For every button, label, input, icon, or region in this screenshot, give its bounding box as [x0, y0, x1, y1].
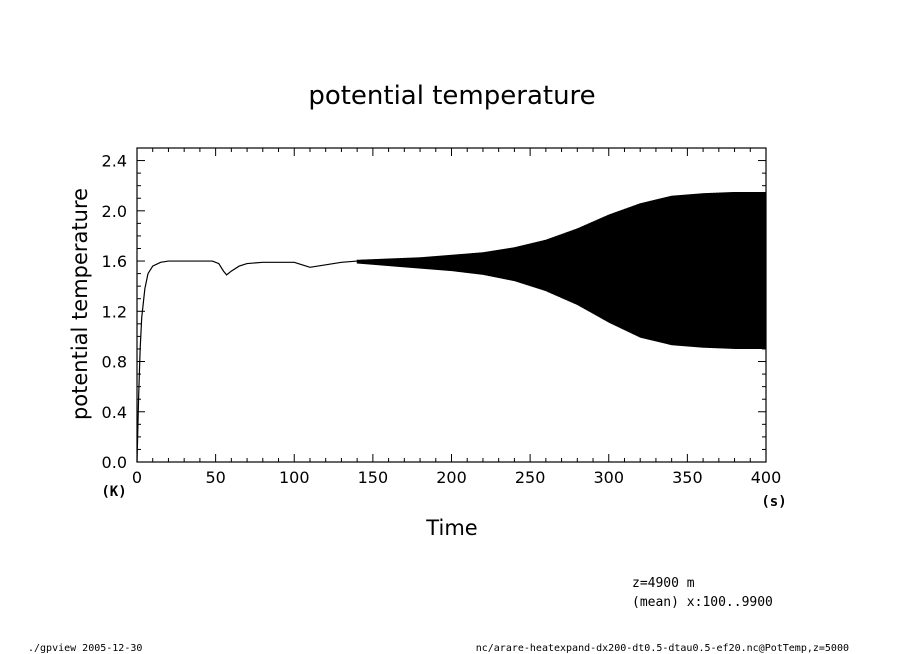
- footer-left: ./gpview 2005-12-30: [28, 643, 142, 654]
- plot-area: [136, 191, 767, 463]
- y-tick-label: 0.4: [102, 403, 127, 422]
- annotation-mean: (mean) x:100..9900: [632, 595, 773, 610]
- x-unit-label: (s): [761, 494, 786, 510]
- oscillation-band: [356, 191, 767, 349]
- x-axis-label: Time: [425, 516, 477, 540]
- x-tick-label: 400: [751, 468, 782, 487]
- plot-frame: [136, 147, 767, 463]
- x-tick-label: 0: [132, 468, 142, 487]
- y-tick-label: 0.0: [102, 453, 127, 472]
- x-tick-label: 250: [515, 468, 546, 487]
- x-tick-label: 150: [358, 468, 389, 487]
- y-tick-label: 1.6: [102, 252, 127, 271]
- footer-right: nc/arare-heatexpand-dx200-dt0.5-dtau0.5-…: [476, 643, 849, 654]
- y-tick-label: 2.4: [102, 152, 127, 171]
- annotation-z: z=4900 m: [632, 576, 695, 591]
- y-tick-label: 2.0: [102, 202, 127, 221]
- y-tick-label: 1.2: [102, 302, 127, 321]
- x-tick-label: 300: [593, 468, 624, 487]
- chart-title: potential temperature: [308, 81, 595, 111]
- x-axis: 0 50 100 150 200 250 300 350 400: [132, 148, 781, 487]
- y-tick-label: 0.8: [102, 353, 127, 372]
- x-tick-label: 350: [672, 468, 703, 487]
- x-tick-label: 50: [205, 468, 225, 487]
- y-axis-label: potential temperature: [68, 188, 92, 420]
- x-tick-label: 200: [436, 468, 467, 487]
- x-tick-label: 100: [279, 468, 310, 487]
- y-unit-label: (K): [101, 484, 126, 500]
- series-line: [136, 260, 766, 463]
